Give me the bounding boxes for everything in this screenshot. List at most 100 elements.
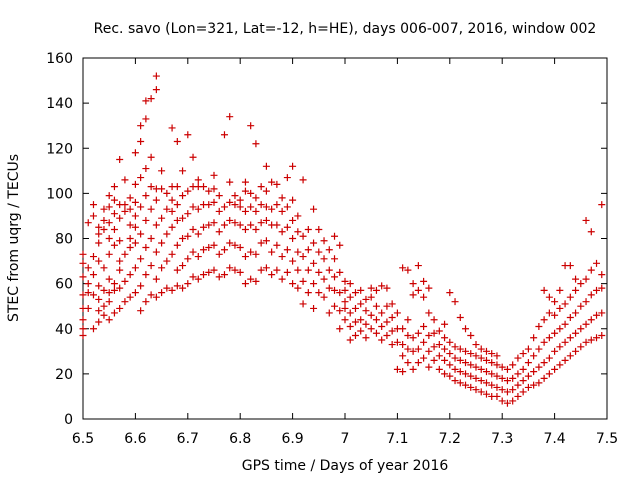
y-tick-label: 0 — [64, 412, 73, 428]
data-point — [551, 365, 559, 373]
data-point — [89, 201, 97, 209]
data-point — [331, 302, 339, 310]
data-point — [587, 266, 595, 274]
data-point — [561, 338, 569, 346]
data-point — [105, 203, 113, 211]
data-point — [477, 345, 485, 353]
data-point — [404, 266, 412, 274]
data-point — [587, 228, 595, 236]
data-point — [283, 246, 291, 254]
data-point — [420, 293, 428, 301]
data-point — [456, 356, 464, 364]
data-point — [147, 205, 155, 213]
data-point — [472, 352, 480, 360]
data-point — [472, 374, 480, 382]
data-point — [283, 203, 291, 211]
data-point — [325, 309, 333, 317]
data-point — [372, 302, 380, 310]
data-point — [131, 198, 139, 206]
data-point — [451, 343, 459, 351]
data-point — [393, 309, 401, 317]
data-point — [493, 392, 501, 400]
data-point — [241, 225, 249, 233]
data-point — [341, 277, 349, 285]
data-point — [257, 239, 265, 247]
data-point — [131, 264, 139, 272]
data-point — [362, 320, 370, 328]
data-point — [482, 368, 490, 376]
data-point — [582, 216, 590, 224]
data-point — [173, 201, 181, 209]
data-point — [262, 237, 270, 245]
data-point — [131, 223, 139, 231]
data-point — [142, 192, 150, 200]
data-point — [367, 325, 375, 333]
data-point — [89, 253, 97, 261]
data-point — [540, 338, 548, 346]
data-point — [220, 246, 228, 254]
data-point — [514, 381, 522, 389]
data-point — [561, 300, 569, 308]
data-point — [404, 332, 412, 340]
data-point — [278, 194, 286, 202]
data-point — [79, 325, 87, 333]
data-point — [110, 241, 118, 249]
data-point — [131, 239, 139, 247]
data-point — [315, 289, 323, 297]
data-point — [551, 311, 559, 319]
data-point — [273, 266, 281, 274]
data-point — [220, 203, 228, 211]
data-point — [540, 286, 548, 294]
data-point — [482, 379, 490, 387]
data-point — [304, 225, 312, 233]
data-point — [420, 354, 428, 362]
data-point — [488, 350, 496, 358]
data-point — [462, 381, 470, 389]
data-point — [331, 232, 339, 240]
data-point — [257, 266, 265, 274]
data-point — [100, 286, 108, 294]
data-point — [289, 280, 297, 288]
data-point — [331, 273, 339, 281]
data-point — [357, 286, 365, 294]
data-point — [341, 286, 349, 294]
data-point — [336, 325, 344, 333]
data-point — [320, 293, 328, 301]
data-point — [95, 282, 103, 290]
data-point — [357, 316, 365, 324]
data-point — [404, 345, 412, 353]
data-point — [587, 316, 595, 324]
data-point — [472, 341, 480, 349]
data-point — [184, 210, 192, 218]
data-point — [215, 228, 223, 236]
data-point — [131, 180, 139, 188]
data-point — [556, 286, 564, 294]
data-point — [514, 370, 522, 378]
data-point — [414, 286, 422, 294]
data-point — [446, 350, 454, 358]
data-point — [278, 228, 286, 236]
data-point — [341, 298, 349, 306]
data-point — [131, 212, 139, 220]
data-point — [556, 361, 564, 369]
data-point — [310, 259, 318, 267]
data-point — [566, 352, 574, 360]
data-point — [173, 266, 181, 274]
data-point — [116, 237, 124, 245]
data-point — [110, 280, 118, 288]
data-point — [551, 347, 559, 355]
data-point — [325, 284, 333, 292]
data-point — [503, 377, 511, 385]
data-point — [545, 309, 553, 317]
data-point — [572, 286, 580, 294]
data-point — [551, 298, 559, 306]
data-point — [456, 313, 464, 321]
y-tick-label: 60 — [55, 277, 73, 293]
data-point — [446, 361, 454, 369]
data-point — [331, 255, 339, 263]
data-point — [89, 325, 97, 333]
data-point — [593, 259, 601, 267]
data-point — [383, 332, 391, 340]
data-point — [498, 386, 506, 394]
data-point — [587, 336, 595, 344]
